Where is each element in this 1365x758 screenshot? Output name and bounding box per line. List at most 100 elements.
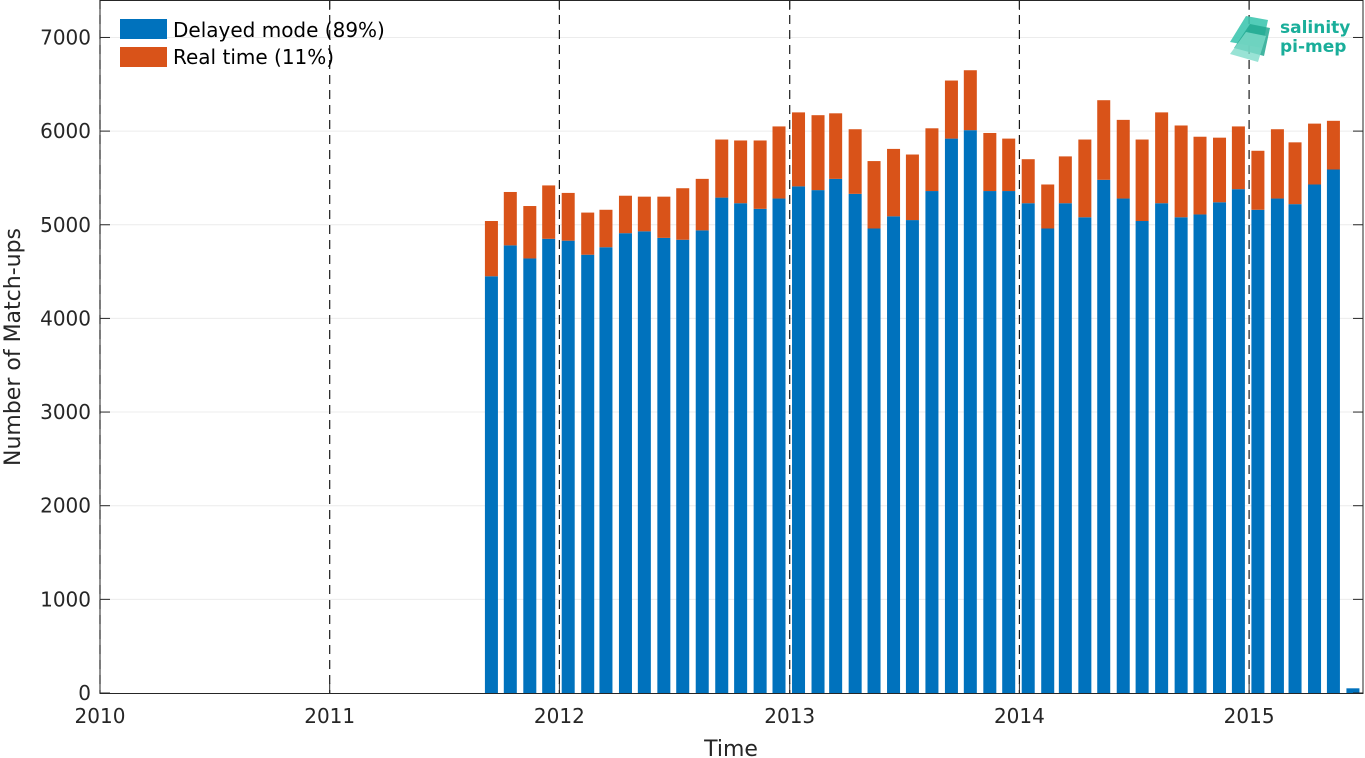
- bar-delayed-mode-2013-02: [811, 190, 825, 693]
- bars: [484, 70, 1360, 694]
- logo-text-salinity: salinity: [1280, 18, 1350, 38]
- bar-delayed-mode-2014-09: [1174, 217, 1188, 693]
- bar-delayed-mode-2014-10: [1193, 214, 1207, 694]
- y-tick-label-6000: 6000: [40, 119, 91, 143]
- bar-real-time-2011-09: [484, 221, 498, 277]
- bar-delayed-mode-2014-06: [1116, 198, 1130, 693]
- bar-real-time-2014-08: [1155, 112, 1169, 204]
- bar-real-time-2015-01: [1251, 150, 1265, 210]
- bar-real-time-2011-11: [523, 206, 537, 259]
- bar-real-time-2014-05: [1097, 100, 1111, 180]
- bar-real-time-2015-05: [1326, 120, 1340, 170]
- y-axis-title: Number of Match-ups: [1, 228, 26, 466]
- bar-real-time-2014-01: [1021, 159, 1035, 204]
- x-tick-label-2015: 2015: [1224, 704, 1275, 728]
- y-tick-label-7000: 7000: [40, 25, 91, 49]
- bar-real-time-2014-02: [1041, 184, 1055, 229]
- bar-delayed-mode-2012-04: [618, 233, 632, 694]
- bar-real-time-2014-03: [1058, 156, 1072, 204]
- bar-delayed-mode-2015-06: [1346, 688, 1360, 693]
- bar-delayed-mode-2015-03: [1288, 204, 1302, 693]
- bar-real-time-2014-12: [1231, 126, 1245, 190]
- bar-delayed-mode-2015-02: [1270, 198, 1284, 693]
- bar-delayed-mode-2012-12: [772, 198, 786, 693]
- bar-real-time-2012-08: [695, 178, 709, 231]
- y-tick-label-5000: 5000: [40, 213, 91, 237]
- bar-real-time-2012-05: [637, 196, 651, 232]
- bar-delayed-mode-2015-01: [1251, 209, 1265, 693]
- bar-real-time-2013-06: [887, 148, 901, 217]
- bar-delayed-mode-2015-04: [1308, 184, 1322, 693]
- grid-lines: [100, 36, 1363, 600]
- bar-delayed-mode-2011-10: [503, 245, 517, 693]
- bar-real-time-2015-03: [1288, 142, 1302, 205]
- bar-real-time-2013-05: [867, 161, 881, 229]
- bar-delayed-mode-2012-11: [753, 208, 767, 693]
- bar-delayed-mode-2012-06: [657, 237, 671, 694]
- x-tick-label-2014: 2014: [994, 704, 1045, 728]
- bar-real-time-2012-11: [753, 140, 767, 209]
- bar-delayed-mode-2012-07: [676, 239, 690, 693]
- bar-real-time-2014-09: [1174, 125, 1188, 218]
- bar-delayed-mode-2012-05: [637, 231, 651, 693]
- bar-delayed-mode-2013-07: [905, 220, 919, 693]
- legend-label-real-time: Real time (11%): [173, 45, 334, 69]
- bar-real-time-2013-03: [829, 113, 843, 179]
- y-axis-ticks: 0 1000 2000 3000 4000 5000 6000 7000: [40, 25, 1363, 705]
- bar-real-time-2011-10: [503, 191, 517, 246]
- bar-delayed-mode-2012-10: [734, 203, 748, 693]
- legend: Delayed mode (89%) Real time (11%): [120, 18, 385, 69]
- bar-delayed-mode-2014-08: [1155, 203, 1169, 693]
- x-axis-ticks: 2010 2011 2012 2013 2014 2015: [75, 0, 1275, 728]
- bar-real-time-2011-12: [542, 185, 556, 239]
- bar-delayed-mode-2014-03: [1058, 203, 1072, 693]
- bar-real-time-2013-01: [792, 112, 806, 187]
- bar-delayed-mode-2013-10: [963, 130, 977, 693]
- bar-real-time-2013-10: [963, 70, 977, 131]
- bar-real-time-2015-02: [1270, 129, 1284, 199]
- x-tick-label-2013: 2013: [764, 704, 815, 728]
- x-tick-label-2012: 2012: [534, 704, 585, 728]
- bar-delayed-mode-2012-09: [715, 197, 729, 694]
- bar-real-time-2014-10: [1193, 136, 1207, 215]
- bar-real-time-2012-02: [581, 212, 595, 255]
- bar-delayed-mode-2012-02: [581, 254, 595, 694]
- bar-real-time-2013-07: [905, 154, 919, 221]
- bar-delayed-mode-2014-05: [1097, 179, 1111, 693]
- bar-real-time-2014-11: [1213, 137, 1227, 203]
- y-tick-label-4000: 4000: [40, 306, 91, 330]
- plot-area-frame: [99, 0, 1364, 694]
- y-tick-label-1000: 1000: [40, 587, 91, 611]
- bar-real-time-2012-10: [734, 140, 748, 204]
- bar-delayed-mode-2013-06: [887, 216, 901, 694]
- bar-real-time-2013-08: [925, 128, 939, 192]
- y-tick-label-2000: 2000: [40, 494, 91, 518]
- bar-delayed-mode-2012-03: [599, 247, 613, 694]
- bar-real-time-2013-11: [983, 132, 997, 192]
- bar-real-time-2012-07: [676, 188, 690, 240]
- x-axis-title: Time: [703, 737, 758, 758]
- bar-delayed-mode-2013-11: [983, 191, 997, 693]
- bar-real-time-2014-07: [1135, 139, 1149, 222]
- bar-delayed-mode-2011-09: [484, 276, 498, 693]
- bar-delayed-mode-2013-08: [925, 191, 939, 693]
- bar-delayed-mode-2012-01: [561, 240, 575, 693]
- bar-real-time-2013-02: [811, 115, 825, 191]
- bar-real-time-2013-04: [848, 129, 862, 194]
- bar-real-time-2014-06: [1116, 119, 1130, 199]
- bar-delayed-mode-2014-07: [1135, 221, 1149, 693]
- bar-delayed-mode-2013-05: [867, 228, 881, 694]
- bar-delayed-mode-2014-11: [1213, 202, 1227, 694]
- bar-real-time-2012-03: [599, 209, 613, 248]
- legend-swatch-delayed-mode: [120, 19, 167, 39]
- salinity-pi-mep-logo: salinity pi-mep: [1230, 16, 1350, 62]
- bar-delayed-mode-2012-08: [695, 230, 709, 693]
- logo-text-pi-mep: pi-mep: [1280, 37, 1346, 57]
- bar-delayed-mode-2014-02: [1041, 228, 1055, 694]
- waves-icon: [1230, 16, 1270, 62]
- bar-real-time-2012-09: [715, 139, 729, 198]
- bar-delayed-mode-2013-04: [848, 193, 862, 693]
- bar-real-time-2012-04: [618, 195, 632, 234]
- y-tick-label-0: 0: [78, 681, 91, 705]
- bar-real-time-2012-01: [561, 192, 575, 241]
